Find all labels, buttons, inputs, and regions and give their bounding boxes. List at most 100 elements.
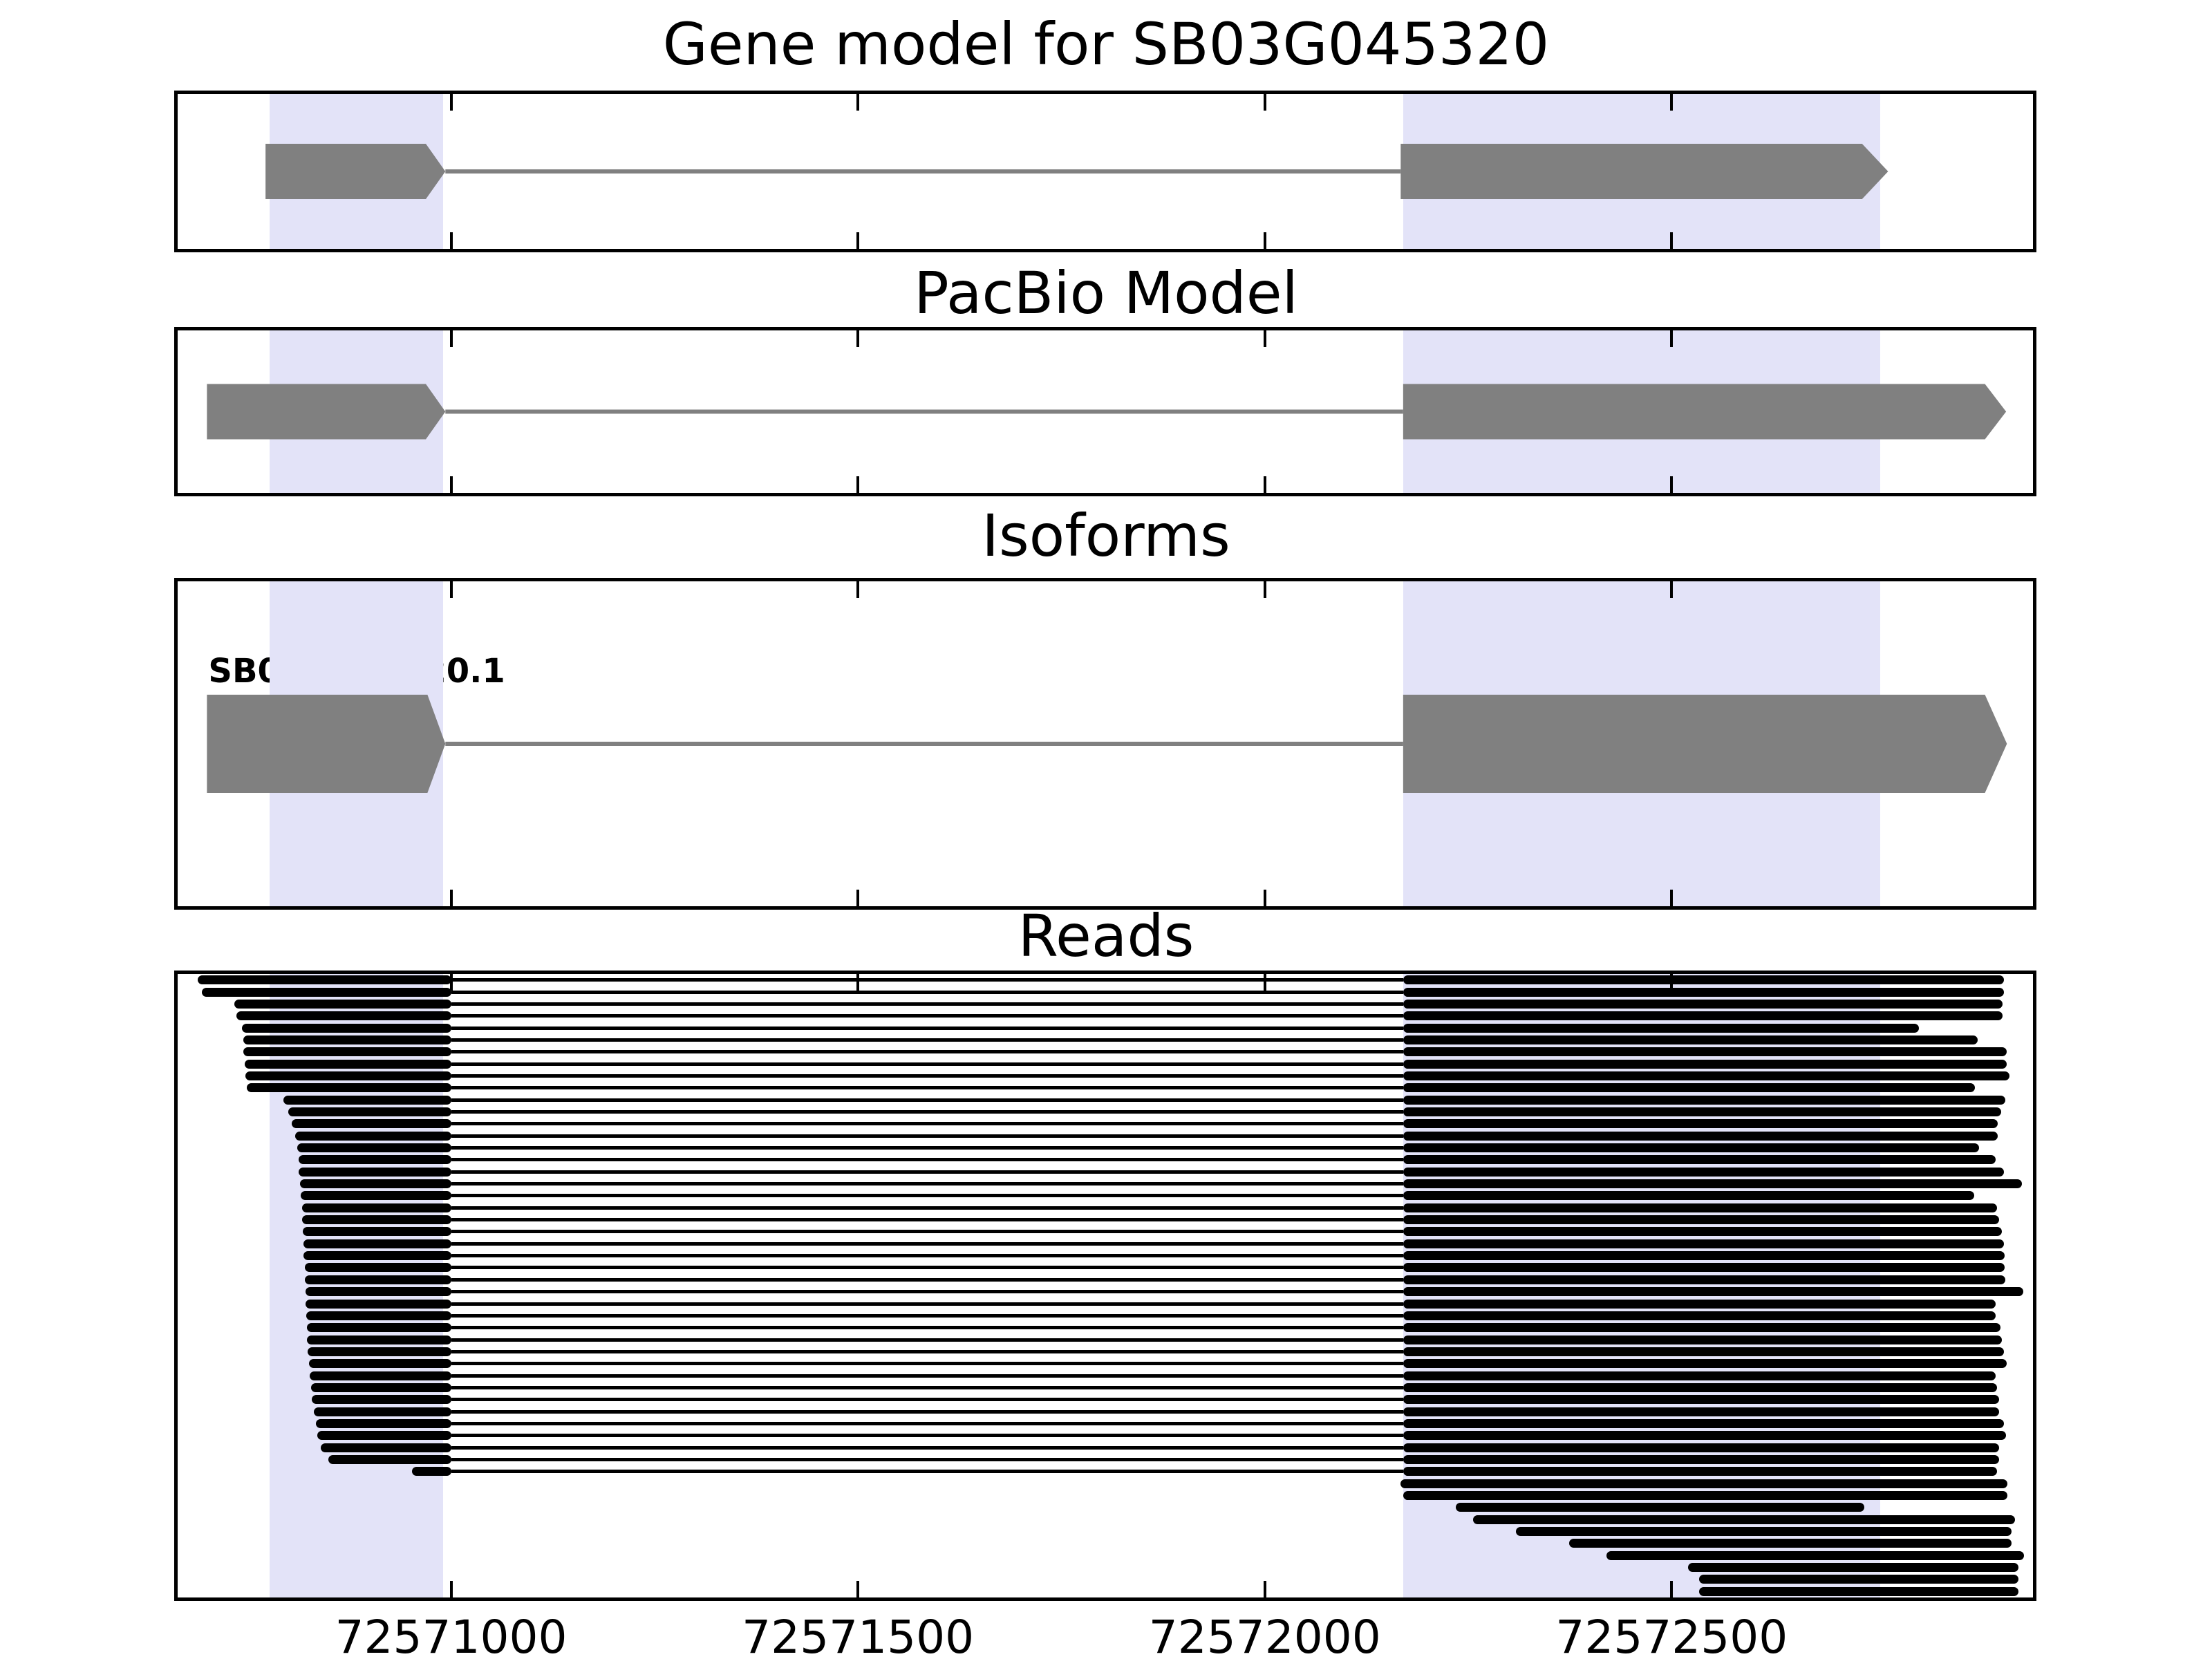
read-segment — [283, 1095, 451, 1105]
read-segment — [236, 1011, 451, 1021]
read-segment — [1403, 1371, 1996, 1380]
read-segment — [303, 1227, 451, 1237]
read-segment — [243, 1035, 451, 1044]
panel-reads — [174, 971, 2036, 1601]
exon-shape — [207, 695, 446, 793]
read-segment — [1403, 1179, 2022, 1189]
read-segment — [1403, 1443, 1999, 1452]
axis-tick — [449, 890, 453, 906]
read-segment — [198, 975, 451, 985]
read-connector — [451, 1398, 1403, 1402]
read-connector — [451, 1098, 1403, 1102]
read-connector — [451, 1362, 1403, 1366]
axis-tick — [1263, 1581, 1266, 1597]
read-segment — [1403, 1023, 1920, 1033]
read-connector — [451, 1026, 1403, 1030]
read-connector — [451, 1374, 1403, 1378]
read-segment — [308, 1347, 451, 1356]
read-segment — [1403, 975, 2004, 985]
read-segment — [299, 1155, 451, 1165]
axis-tick — [1670, 581, 1674, 598]
read-segment — [1403, 1311, 1996, 1320]
x-tick-label: 72571500 — [742, 1611, 975, 1659]
reads-panel-title: Reads — [1018, 902, 1194, 970]
read-segment — [1403, 1347, 2004, 1356]
read-connector — [451, 1050, 1403, 1054]
read-segment — [1403, 1359, 2007, 1369]
read-connector — [451, 1002, 1403, 1006]
axis-tick — [856, 94, 860, 111]
axis-tick — [449, 581, 453, 598]
read-segment — [300, 1191, 451, 1201]
read-segment — [247, 1083, 451, 1093]
read-segment — [294, 1131, 451, 1141]
read-segment — [1699, 1586, 2018, 1596]
read-segment — [241, 1023, 451, 1033]
read-connector — [451, 1206, 1403, 1210]
read-segment — [305, 1287, 451, 1297]
read-segment — [1699, 1575, 2018, 1584]
read-connector — [451, 1109, 1403, 1114]
read-segment — [313, 1407, 451, 1416]
read-segment — [1473, 1515, 2016, 1524]
exon-shape — [265, 144, 446, 199]
read-segment — [1403, 1491, 2008, 1501]
read-connector — [451, 1421, 1403, 1425]
read-connector — [451, 1182, 1403, 1186]
read-segment — [307, 1335, 451, 1344]
pacbio-panel-title: PacBio Model — [914, 259, 1298, 327]
read-segment — [1403, 1275, 2005, 1284]
read-segment — [1403, 1131, 1998, 1141]
read-segment — [1516, 1527, 2012, 1537]
read-segment — [1403, 1467, 1998, 1477]
transcript-shape — [207, 384, 2007, 440]
read-connector — [451, 990, 1403, 994]
panel-gene-model-plot-area — [178, 94, 2033, 249]
read-segment — [306, 1311, 451, 1320]
read-segment — [1403, 1287, 2023, 1297]
read-segment — [304, 1275, 451, 1284]
read-segment — [1687, 1563, 2018, 1573]
x-tick-label: 72571000 — [335, 1611, 568, 1659]
read-segment — [1456, 1503, 1865, 1512]
read-segment — [1403, 1011, 2003, 1021]
read-segment — [308, 1359, 451, 1369]
read-segment — [317, 1431, 451, 1441]
exon-shape — [1403, 384, 2007, 440]
axis-tick — [1263, 94, 1266, 111]
axis-tick — [1263, 330, 1266, 347]
read-segment — [303, 1251, 451, 1261]
read-segment — [1403, 1431, 2007, 1441]
read-segment — [297, 1143, 451, 1153]
read-segment — [1403, 1191, 1975, 1201]
read-segment — [305, 1299, 451, 1309]
read-connector — [451, 1445, 1403, 1450]
panel-isoforms: SB03G045320.1 — [174, 578, 2036, 910]
read-segment — [1403, 1407, 1999, 1416]
read-segment — [1403, 1263, 2005, 1273]
read-segment — [234, 999, 451, 1009]
read-segment — [1403, 1251, 2005, 1261]
x-tick-label: 72572000 — [1148, 1611, 1381, 1659]
axis-tick — [449, 232, 453, 249]
read-connector — [451, 1038, 1403, 1042]
read-segment — [202, 987, 451, 997]
read-connector — [451, 1338, 1403, 1342]
panel-reads-plot-area — [178, 974, 2033, 1597]
axis-tick — [856, 890, 860, 906]
read-segment — [1403, 1455, 1999, 1465]
read-segment — [1403, 1395, 1999, 1405]
read-segment — [1400, 1479, 2008, 1488]
read-connector — [451, 1434, 1403, 1438]
read-segment — [1403, 1059, 2007, 1069]
read-connector — [451, 1313, 1403, 1318]
read-connector — [451, 1062, 1403, 1066]
read-segment — [328, 1455, 451, 1465]
axis-tick — [1670, 94, 1674, 111]
read-segment — [1403, 1095, 2005, 1105]
exon-shape — [207, 384, 446, 440]
read-segment — [321, 1443, 451, 1452]
read-connector — [451, 1122, 1403, 1126]
axis-tick — [1670, 890, 1674, 906]
